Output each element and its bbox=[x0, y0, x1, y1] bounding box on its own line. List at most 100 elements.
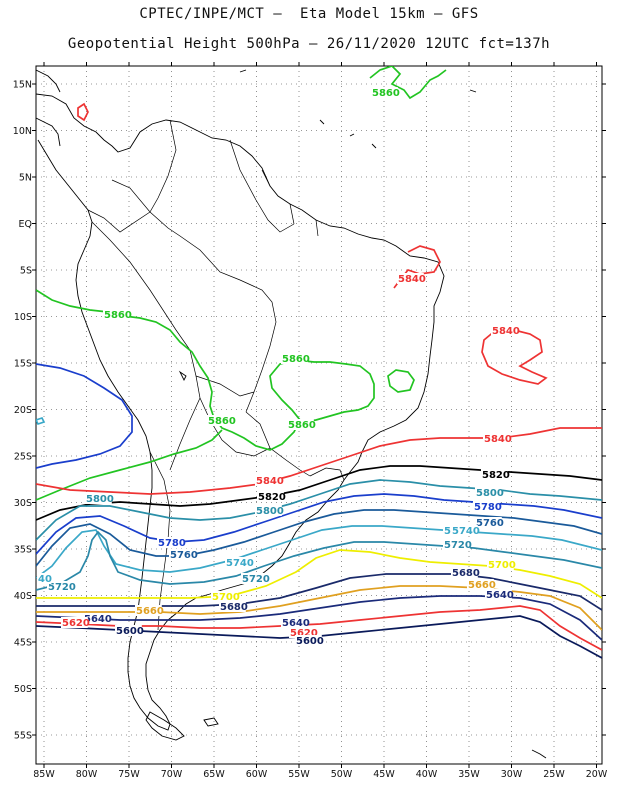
contour-label-bg bbox=[397, 273, 424, 284]
contour-label: 5700 bbox=[212, 592, 240, 603]
country-borders bbox=[87, 119, 345, 631]
contour-label: 5620 bbox=[62, 618, 90, 629]
contour-label-bg bbox=[211, 591, 238, 602]
contour-label: 5620 bbox=[290, 628, 318, 639]
contour-label-bg bbox=[47, 581, 74, 592]
contour-label-bg bbox=[257, 491, 284, 502]
lat-label: 5N bbox=[19, 173, 32, 184]
lon-label: 65W bbox=[203, 769, 225, 780]
contour-label-bg bbox=[467, 579, 494, 590]
contour-label-bg bbox=[281, 617, 308, 628]
contour-label-bg bbox=[115, 625, 142, 636]
contour-5840-small-loop bbox=[77, 102, 89, 122]
lon-label: 70W bbox=[161, 769, 183, 780]
longitude-labels: 85W 80W 75W 70W 65W 60W 55W 50W 45W 40W 35W 30W 25W 2… bbox=[33, 769, 608, 780]
contour-label: 5740 bbox=[226, 558, 254, 569]
contour-label-bg bbox=[37, 573, 52, 584]
contour-label-bg bbox=[207, 415, 234, 426]
contour-label-bg bbox=[473, 501, 500, 512]
contour-label: 40 bbox=[38, 574, 52, 585]
contour-labels: 5860 5860 5860 5860 5860 5840 5840 5840 5840 5820… bbox=[37, 87, 520, 647]
lon-label: 45W bbox=[373, 769, 395, 780]
tierra-del-fuego bbox=[145, 711, 185, 741]
contour-small-marker bbox=[36, 416, 46, 426]
lon-label: 50W bbox=[331, 769, 353, 780]
lat-label: 45S bbox=[14, 638, 32, 649]
contour-label-bg bbox=[61, 617, 88, 628]
lon-label: 85W bbox=[33, 769, 55, 780]
lat-label: 30S bbox=[14, 498, 32, 509]
contour-label-bg bbox=[371, 87, 398, 98]
contour-5840-east-loop bbox=[481, 329, 548, 385]
contour-label-bg bbox=[169, 549, 196, 560]
contour-5860-south bbox=[36, 429, 223, 501]
lon-label: 25W bbox=[543, 769, 565, 780]
contour-label: 5860 bbox=[282, 354, 310, 365]
contour-label: 5800 bbox=[476, 488, 504, 499]
contour-label: 5640 bbox=[282, 618, 310, 629]
contour-label: 5820 bbox=[482, 470, 510, 481]
contour-label: 5760 bbox=[170, 550, 198, 561]
contour-label: 5840 bbox=[398, 274, 426, 285]
contour-label: 5840 bbox=[256, 476, 284, 487]
lat-label: 10N bbox=[13, 126, 32, 137]
lat-label: 15N bbox=[13, 80, 32, 91]
lat-label: 20S bbox=[14, 405, 32, 416]
contour-label-bg bbox=[451, 567, 478, 578]
lat-label: 15S bbox=[14, 359, 32, 370]
lat-label: 25S bbox=[14, 452, 32, 463]
contour-label: 5820 bbox=[258, 492, 286, 503]
contour-label-bg bbox=[85, 493, 112, 504]
contour-label-bg bbox=[451, 525, 478, 536]
contour-label: 5760 bbox=[476, 518, 504, 529]
contour-label: 5640 bbox=[486, 590, 514, 601]
lat-label: 40S bbox=[14, 591, 32, 602]
contour-label: 5600 bbox=[116, 626, 144, 637]
contour-label: 5840 bbox=[484, 434, 512, 445]
contour-label-bg bbox=[219, 601, 246, 612]
lat-label: 55S bbox=[14, 731, 32, 742]
lat-label: 50S bbox=[14, 684, 32, 695]
contour-label: 5680 bbox=[220, 602, 248, 613]
contour-label: 5720 bbox=[242, 574, 270, 585]
contour-label: 5780 bbox=[474, 502, 502, 513]
contour-label: 5700 bbox=[488, 560, 516, 571]
contour-label-bg bbox=[475, 517, 502, 528]
contour-5780-west-low bbox=[36, 363, 133, 469]
contour-label-bg bbox=[443, 539, 470, 550]
contour-5860-loop bbox=[387, 369, 415, 393]
contour-lines bbox=[36, 66, 602, 659]
contour-label-bg bbox=[83, 613, 110, 624]
contour-label-bg bbox=[287, 419, 314, 430]
contour-label-bg bbox=[491, 325, 518, 336]
south-georgia bbox=[531, 749, 547, 759]
contour-label: 5720 bbox=[48, 582, 76, 593]
lon-label: 80W bbox=[76, 769, 98, 780]
contour-5720 bbox=[36, 530, 602, 591]
contour-label-bg bbox=[483, 433, 510, 444]
contour-label-bg bbox=[103, 309, 130, 320]
contour-label: 5780 bbox=[158, 538, 186, 549]
lon-label: 55W bbox=[288, 769, 310, 780]
lat-label: 35S bbox=[14, 545, 32, 556]
map-title-line-2: Geopotential Height 500hPa – 26/11/2020 … bbox=[67, 36, 551, 52]
contour-label: 5640 bbox=[84, 614, 112, 625]
contour-5700 bbox=[36, 549, 602, 599]
contour-label: 5660 bbox=[468, 580, 496, 591]
axis-ticks bbox=[32, 62, 606, 768]
lon-label: 30W bbox=[501, 769, 523, 780]
contour-label-bg bbox=[255, 505, 282, 516]
contour-label-bg bbox=[157, 537, 184, 548]
contour-label: 5840 bbox=[492, 326, 520, 337]
lon-label: 40W bbox=[416, 769, 438, 780]
contour-label: 5860 bbox=[208, 416, 236, 427]
contour-label: 5860 bbox=[104, 310, 132, 321]
caribbean-islands bbox=[239, 69, 477, 149]
contour-label: 5740 bbox=[452, 526, 480, 537]
contour-label-bg bbox=[289, 627, 316, 638]
lat-label: EQ bbox=[19, 219, 32, 230]
central-america-coastline bbox=[36, 69, 61, 147]
contour-label: 5800 bbox=[256, 506, 284, 517]
contour-label: 5660 bbox=[136, 606, 164, 617]
contour-5620 bbox=[36, 605, 602, 651]
